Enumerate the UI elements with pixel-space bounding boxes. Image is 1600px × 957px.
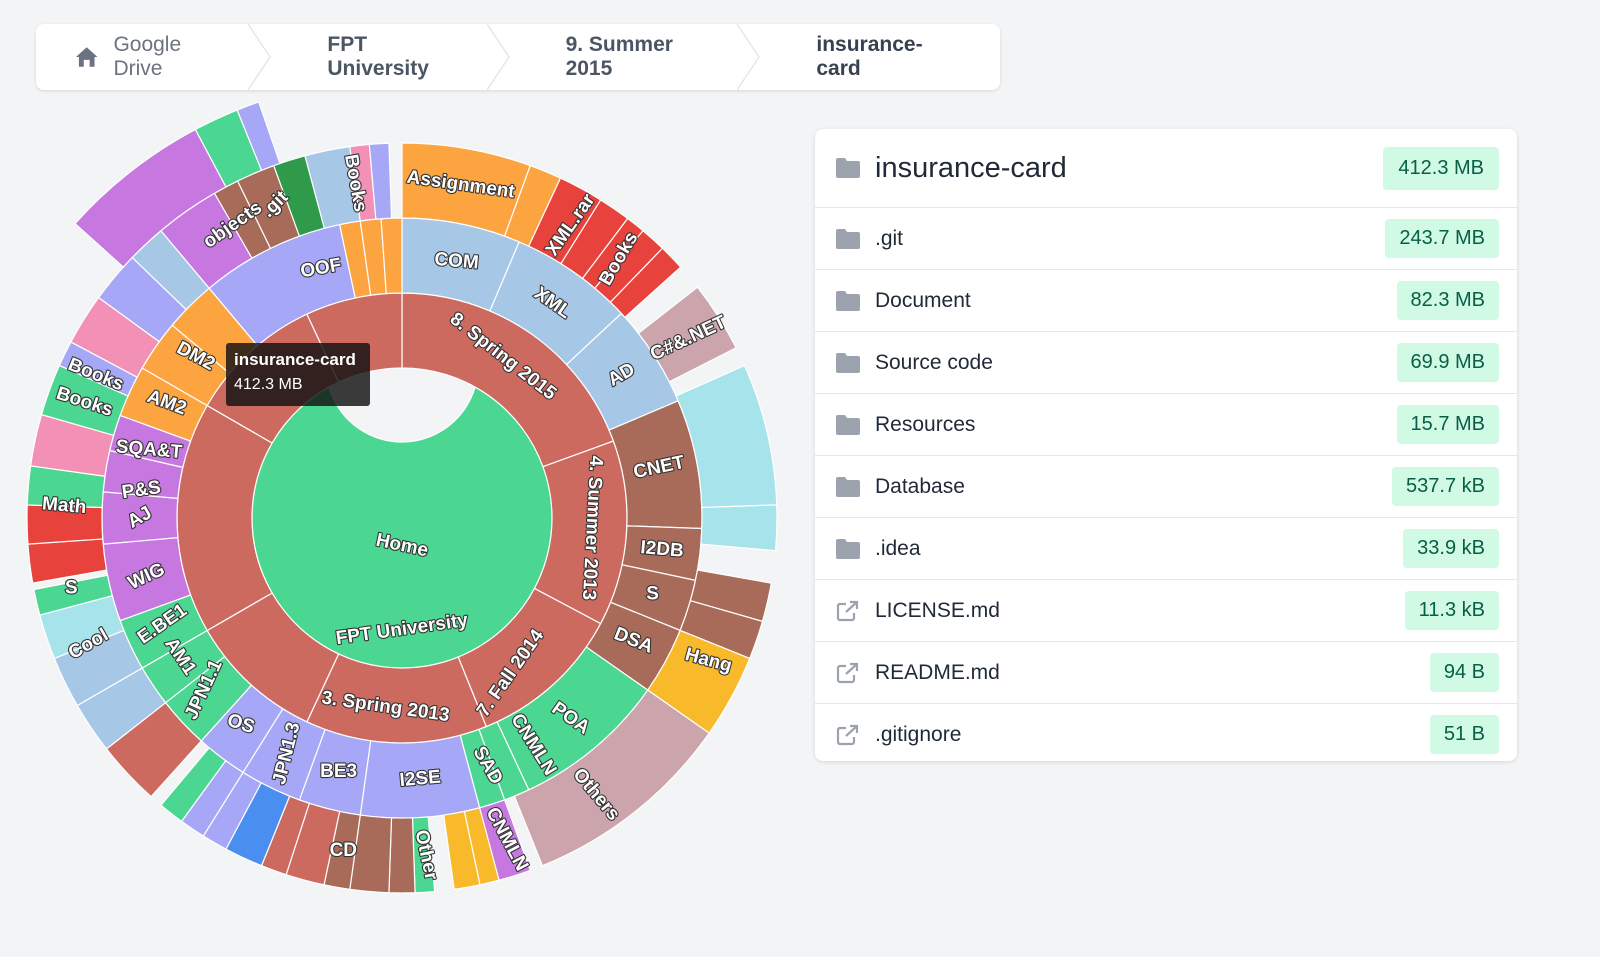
breadcrumb-label: Google Drive bbox=[113, 33, 182, 80]
folder-icon bbox=[836, 290, 860, 311]
sunburst-segment[interactable] bbox=[236, 101, 281, 172]
file-row[interactable]: LICENSE.md 11.3 kB bbox=[815, 579, 1517, 641]
external-link-icon bbox=[836, 662, 860, 683]
breadcrumb-summer-2015[interactable]: 9. Summer 2015 bbox=[510, 24, 761, 90]
file-row[interactable]: .git 243.7 MB bbox=[815, 207, 1517, 269]
file-row[interactable]: Document 82.3 MB bbox=[815, 269, 1517, 331]
folder-icon bbox=[836, 476, 860, 497]
sunburst-label: I2SE bbox=[399, 767, 442, 792]
file-row[interactable]: Source code 69.9 MB bbox=[815, 331, 1517, 393]
sunburst-segment[interactable] bbox=[700, 504, 778, 552]
size-badge: 15.7 MB bbox=[1396, 405, 1499, 444]
file-name: Resources bbox=[875, 412, 976, 436]
sunburst-segment[interactable] bbox=[609, 247, 682, 319]
file-row[interactable]: README.md 94 B bbox=[815, 641, 1517, 703]
file-row[interactable]: Database 537.7 kB bbox=[815, 455, 1517, 517]
folder-icon bbox=[836, 228, 860, 249]
file-name: .idea bbox=[875, 536, 921, 560]
home-icon bbox=[75, 47, 98, 67]
file-name: .git bbox=[875, 226, 904, 250]
panel-header[interactable]: insurance-card 412.3 MB bbox=[815, 129, 1517, 207]
sunburst-label: P&S bbox=[121, 477, 163, 503]
chevron-separator-icon bbox=[486, 24, 510, 90]
chevron-separator-icon bbox=[737, 24, 761, 90]
breadcrumb-home[interactable]: Google Drive bbox=[36, 24, 272, 90]
breadcrumb-label: insurance-card bbox=[816, 33, 923, 80]
external-link-icon bbox=[836, 724, 860, 745]
file-row[interactable]: Resources 15.7 MB bbox=[815, 393, 1517, 455]
file-list-panel: insurance-card 412.3 MB .git 243.7 MB Docu… bbox=[815, 129, 1517, 761]
breadcrumb-fpt-university[interactable]: FPT University bbox=[271, 24, 510, 90]
sunburst-label: S bbox=[646, 584, 659, 605]
sunburst-label: Math bbox=[41, 493, 87, 518]
chevron-separator-icon bbox=[248, 24, 272, 90]
folder-icon bbox=[836, 352, 860, 373]
sunburst-label: 4. Summer 2013 bbox=[578, 455, 607, 601]
sunburst-label: BE3 bbox=[320, 761, 357, 782]
tooltip: insurance-card 412.3 MB bbox=[226, 343, 370, 406]
size-badge: 69.9 MB bbox=[1396, 343, 1499, 382]
size-badge: 537.7 kB bbox=[1392, 467, 1499, 506]
size-badge: 11.3 kB bbox=[1404, 591, 1499, 630]
size-badge: 94 B bbox=[1429, 653, 1499, 692]
folder-icon bbox=[836, 158, 860, 178]
breadcrumb: Google Drive FPT University 9. Summer 20… bbox=[36, 24, 1000, 90]
size-badge: 51 B bbox=[1429, 715, 1499, 754]
sunburst-segment[interactable] bbox=[443, 810, 481, 891]
sunburst-segment[interactable] bbox=[637, 286, 737, 383]
size-badge: 82.3 MB bbox=[1396, 281, 1499, 320]
file-name: .gitignore bbox=[875, 722, 962, 746]
folder-icon bbox=[836, 414, 860, 435]
tooltip-size: 412.3 MB bbox=[234, 376, 303, 393]
sunburst-segment[interactable] bbox=[513, 689, 711, 867]
folder-icon bbox=[836, 538, 860, 559]
sunburst-label: S bbox=[65, 577, 78, 598]
breadcrumb-label: 9. Summer 2015 bbox=[565, 33, 673, 80]
file-name: Source code bbox=[875, 350, 993, 374]
file-name: README.md bbox=[875, 660, 1000, 684]
size-badge: 33.9 kB bbox=[1403, 529, 1499, 568]
external-link-icon bbox=[836, 600, 860, 621]
sunburst-segment[interactable] bbox=[160, 746, 227, 823]
sunburst-label: CD bbox=[330, 840, 357, 861]
file-row[interactable]: .idea 33.9 kB bbox=[815, 517, 1517, 579]
file-name: Document bbox=[875, 288, 971, 312]
sunburst-label: I2DB bbox=[640, 537, 685, 562]
file-row[interactable]: .gitignore 51 B bbox=[815, 703, 1517, 761]
size-badge: 243.7 MB bbox=[1385, 219, 1499, 258]
file-name: LICENSE.md bbox=[875, 598, 1000, 622]
size-badge: 412.3 MB bbox=[1383, 146, 1499, 190]
breadcrumb-insurance-card[interactable]: insurance-card bbox=[760, 24, 1000, 90]
sunburst-segment[interactable] bbox=[33, 574, 113, 616]
tooltip-name: insurance-card bbox=[234, 350, 356, 369]
sunburst-segment[interactable] bbox=[388, 817, 416, 894]
panel-title: insurance-card bbox=[875, 151, 1067, 184]
sunburst-label: COM bbox=[434, 249, 480, 274]
file-name: Database bbox=[875, 474, 965, 498]
sunburst-segment[interactable] bbox=[368, 142, 393, 220]
breadcrumb-label: FPT University bbox=[327, 33, 429, 80]
